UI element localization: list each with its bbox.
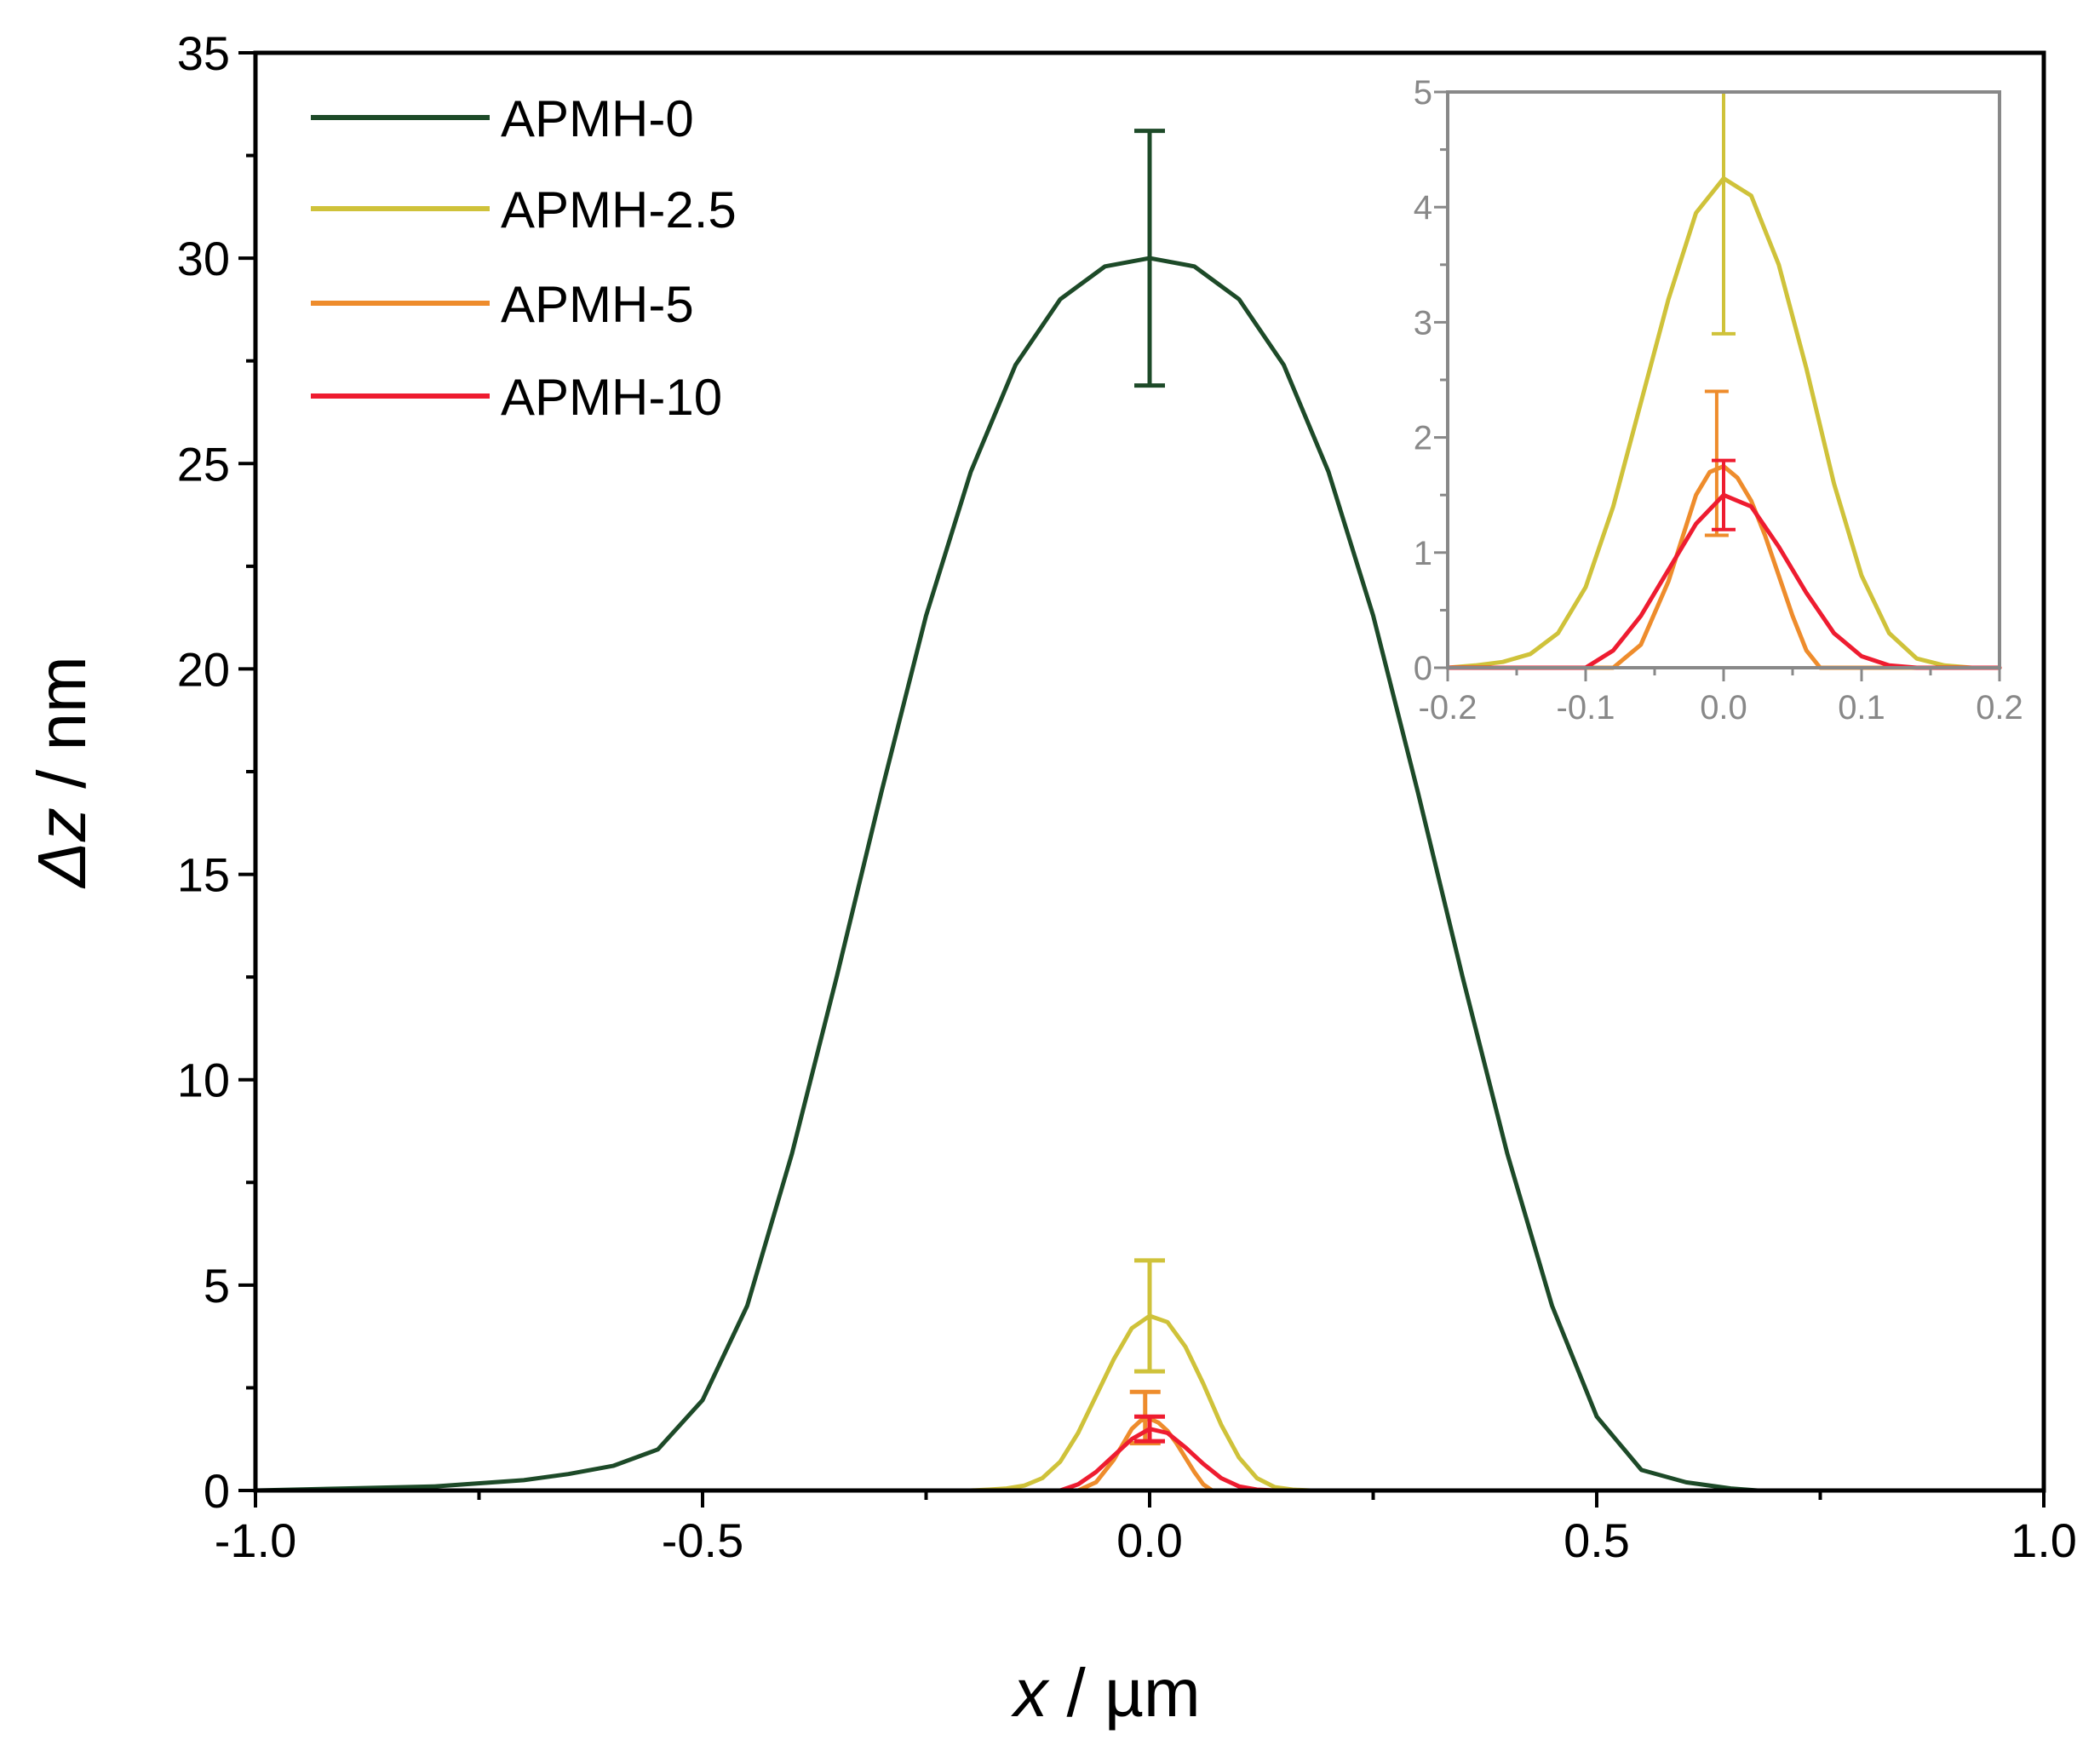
main-series-line-apmh-10 xyxy=(968,1427,1331,1493)
inset-y-tick-label: 5 xyxy=(1414,74,1432,112)
legend-label-apmh-5: APMH-5 xyxy=(501,276,694,333)
inset-plot: -0.2 -0.1 0.0 0.1 0.2 0 1 2 3 4 5 xyxy=(1414,74,2023,727)
inset-x-tick-label: 0.0 xyxy=(1700,689,1747,727)
main-series-group xyxy=(253,129,1760,1493)
legend-item-apmh-2.5: APMH-2.5 xyxy=(311,181,737,238)
inset-series-line-apmh-10 xyxy=(1445,492,2002,670)
inset-tick-group: -0.2 -0.1 0.0 0.1 0.2 0 1 2 3 4 5 xyxy=(1414,74,2023,727)
main-x-axis-unit: / µm xyxy=(1047,1655,1200,1731)
main-y-axis-unit: / nm xyxy=(24,656,100,807)
main-y-tick-label: 30 xyxy=(177,232,230,285)
inset-y-tick-label: 0 xyxy=(1414,650,1432,687)
main-y-tick-label: 20 xyxy=(177,642,230,696)
main-x-axis-var: x xyxy=(1010,1655,1050,1731)
inset-y-tick-label: 3 xyxy=(1414,304,1432,342)
main-y-tick-label: 5 xyxy=(204,1259,230,1312)
main-y-tick-label: 35 xyxy=(177,26,230,80)
main-y-tick-label: 0 xyxy=(204,1464,230,1518)
legend-label-apmh-2.5: APMH-2.5 xyxy=(501,181,737,238)
inset-y-tick-label: 4 xyxy=(1414,189,1432,227)
main-y-axis-title: Δz / nm xyxy=(24,656,100,888)
main-y-tick-label: 25 xyxy=(177,437,230,491)
main-x-axis-title: x / µm xyxy=(1010,1655,1200,1731)
inset-y-tick-label: 1 xyxy=(1414,535,1432,572)
legend-item-apmh-0: APMH-0 xyxy=(311,90,694,147)
legend-item-apmh-10: APMH-10 xyxy=(311,369,722,426)
main-x-tick-label: -1.0 xyxy=(215,1513,297,1567)
legend-label-apmh-0: APMH-0 xyxy=(501,90,694,147)
main-x-tick-label: -0.5 xyxy=(662,1513,744,1567)
main-x-tick-label: 1.0 xyxy=(2011,1513,2077,1567)
inset-x-tick-label: 0.1 xyxy=(1838,689,1885,727)
inset-x-tick-label: 0.2 xyxy=(1976,689,2023,727)
main-x-tick-label: 0.0 xyxy=(1116,1513,1183,1567)
main-y-axis-var: Δz xyxy=(24,807,100,889)
inset-x-tick-label: -0.1 xyxy=(1557,689,1615,727)
inset-y-tick-label: 2 xyxy=(1414,420,1432,457)
main-y-tick-label: 10 xyxy=(177,1054,230,1107)
main-series-line-apmh-0 xyxy=(253,256,1760,1493)
main-y-tick-label: 15 xyxy=(177,848,230,902)
legend-label-apmh-10: APMH-10 xyxy=(501,369,722,426)
legend-item-apmh-5: APMH-5 xyxy=(311,276,694,333)
main-x-tick-label: 0.5 xyxy=(1564,1513,1630,1567)
inset-x-tick-label: -0.2 xyxy=(1419,689,1477,727)
legend: APMH-0 APMH-2.5 APMH-5 APMH-10 xyxy=(311,90,737,426)
